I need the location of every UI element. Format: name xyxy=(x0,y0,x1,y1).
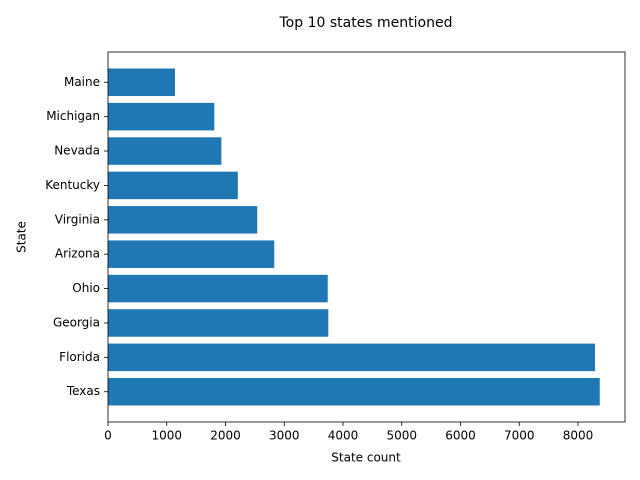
y-tick-label: Georgia xyxy=(53,315,100,329)
x-tick-label: 6000 xyxy=(445,429,476,443)
x-axis-label: State count xyxy=(331,451,401,465)
x-tick-label: 1000 xyxy=(151,429,182,443)
bar xyxy=(108,309,329,337)
bar xyxy=(108,240,275,268)
bar xyxy=(108,206,258,234)
x-tick-label: 3000 xyxy=(269,429,300,443)
bar xyxy=(108,102,215,131)
bar xyxy=(108,171,238,200)
x-tick-label: 4000 xyxy=(328,429,359,443)
y-tick-label: Ohio xyxy=(72,281,100,295)
x-tick-label: 8000 xyxy=(563,429,594,443)
y-axis-label: State xyxy=(15,221,29,253)
y-tick-label: Virginia xyxy=(55,212,100,226)
bar xyxy=(108,377,600,406)
x-tick-label: 2000 xyxy=(210,429,241,443)
y-tick-label: Michigan xyxy=(46,109,100,123)
y-tick-label: Florida xyxy=(59,350,100,364)
x-tick-label: 0 xyxy=(104,429,112,443)
y-tick-label: Kentucky xyxy=(45,178,100,192)
bar xyxy=(108,137,222,165)
bar xyxy=(108,274,328,303)
y-tick-label: Nevada xyxy=(54,144,100,158)
chart-title: Top 10 states mentioned xyxy=(279,15,453,31)
plot-frame xyxy=(107,51,626,423)
x-tick-label: 5000 xyxy=(386,429,417,443)
bar xyxy=(108,343,596,372)
y-tick-label: Texas xyxy=(66,384,100,398)
bar xyxy=(108,68,175,97)
y-tick-label: Maine xyxy=(64,75,100,89)
y-tick-label: Arizona xyxy=(55,247,100,261)
x-tick-label: 7000 xyxy=(504,429,535,443)
